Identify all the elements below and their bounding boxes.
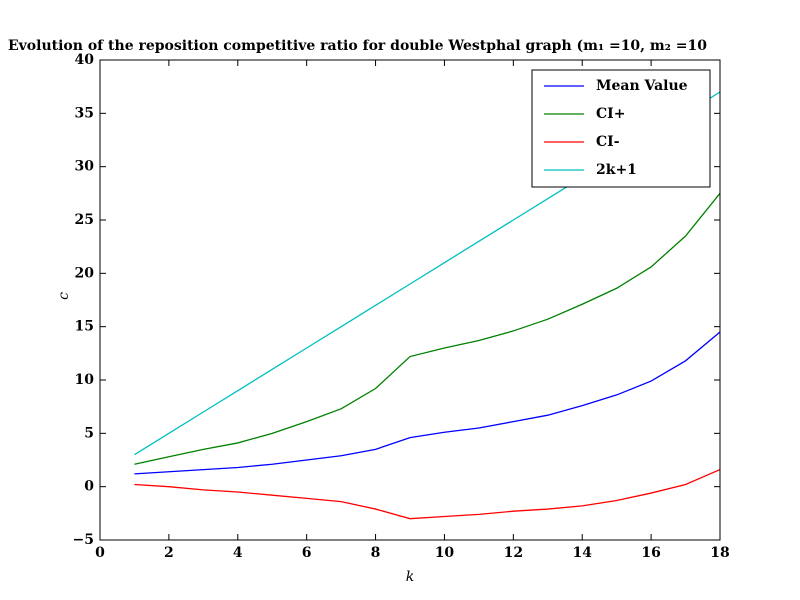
legend-label: CI- — [596, 134, 620, 150]
x-tick-label: 0 — [95, 545, 105, 561]
plot-frame — [99, 59, 721, 541]
x-tick-label: 16 — [641, 545, 660, 561]
line-series — [134, 192, 720, 465]
x-tick-label: 18 — [710, 545, 729, 561]
y-tick-label: 15 — [75, 319, 94, 335]
x-tick-label: 12 — [504, 545, 523, 561]
y-axis-label: c — [56, 292, 72, 300]
legend-label: 2k+1 — [596, 162, 637, 178]
x-tick-label: 4 — [233, 545, 243, 561]
x-tick-label: 14 — [572, 545, 592, 561]
y-tick-label: 40 — [75, 52, 95, 68]
legend-label: CI+ — [596, 106, 625, 122]
x-tick-label: 2 — [164, 545, 174, 561]
legend-label: Mean Value — [596, 78, 688, 94]
x-axis-label: k — [406, 569, 414, 585]
legend-box — [531, 69, 711, 188]
y-tick-label: 35 — [75, 105, 94, 121]
y-tick-label: −5 — [73, 532, 94, 548]
x-tick-label: 8 — [371, 545, 381, 561]
chart-title: Evolution of the reposition competitive … — [8, 38, 707, 54]
y-tick-label: 5 — [84, 425, 94, 441]
x-tick-label: 6 — [302, 545, 312, 561]
y-tick-label: 10 — [75, 372, 95, 388]
y-tick-label: 25 — [75, 212, 94, 228]
line-series — [134, 331, 720, 475]
y-tick-label: 0 — [84, 479, 94, 495]
y-tick-label: 20 — [75, 265, 95, 281]
line-series — [134, 469, 720, 520]
x-tick-label: 10 — [435, 545, 455, 561]
y-tick-label: 30 — [75, 159, 95, 175]
